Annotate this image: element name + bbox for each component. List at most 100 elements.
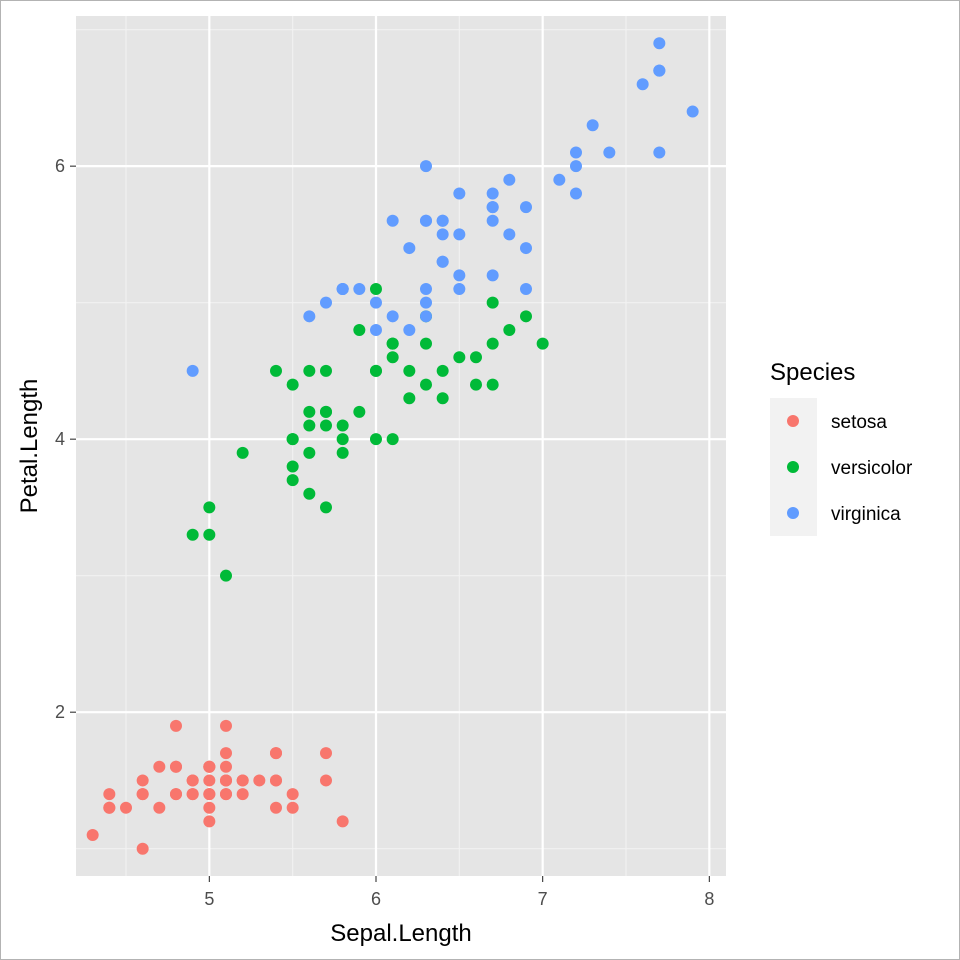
data-point-virginica	[570, 187, 582, 200]
x-tick-label: 8	[704, 889, 714, 909]
legend-title: Species	[770, 359, 855, 386]
data-point-versicolor	[353, 323, 366, 336]
x-tick-labels: 5 6 7 8	[204, 889, 714, 909]
data-point-versicolor	[403, 392, 416, 405]
data-point-virginica	[370, 323, 382, 336]
legend-key-versicolor	[787, 461, 799, 473]
data-point-virginica	[436, 228, 449, 241]
data-point-virginica	[520, 201, 532, 214]
data-point-setosa	[203, 774, 216, 787]
panel-background	[76, 16, 726, 876]
data-point-virginica	[453, 228, 466, 241]
data-point-versicolor	[386, 433, 399, 446]
data-point-setosa	[136, 842, 149, 855]
data-point-virginica	[186, 364, 199, 377]
data-point-versicolor	[286, 460, 299, 473]
data-point-versicolor	[536, 337, 549, 350]
data-point-setosa	[153, 760, 166, 773]
data-point-setosa	[203, 801, 216, 814]
data-point-versicolor	[470, 351, 482, 364]
data-point-virginica	[503, 228, 516, 241]
data-point-versicolor	[336, 419, 349, 432]
data-point-virginica	[453, 187, 466, 200]
data-point-virginica	[520, 283, 532, 296]
y-tick-label: 4	[55, 429, 65, 449]
data-point-setosa	[103, 801, 116, 814]
data-point-versicolor	[303, 405, 316, 418]
data-point-virginica	[653, 146, 666, 159]
data-point-versicolor	[386, 337, 399, 350]
data-point-setosa	[236, 788, 249, 801]
data-point-setosa	[170, 719, 182, 732]
axis-ticks	[70, 165, 710, 882]
data-point-virginica	[653, 37, 666, 50]
data-point-virginica	[420, 283, 432, 296]
data-point-setosa	[220, 719, 232, 732]
data-point-virginica	[486, 269, 499, 282]
data-point-virginica	[403, 242, 416, 255]
data-point-setosa	[103, 788, 116, 801]
data-point-virginica	[486, 214, 499, 227]
data-point-virginica	[386, 310, 399, 323]
data-point-setosa	[220, 760, 232, 773]
data-point-virginica	[303, 310, 316, 323]
x-tick-label: 6	[371, 889, 381, 909]
data-point-setosa	[236, 774, 249, 787]
data-point-setosa	[153, 801, 166, 814]
minor-gridlines	[76, 16, 726, 876]
data-point-versicolor	[203, 528, 216, 541]
legend-key-virginica	[787, 507, 799, 519]
data-point-versicolor	[370, 364, 382, 377]
data-point-versicolor	[220, 569, 232, 582]
data-point-virginica	[553, 173, 566, 186]
data-point-virginica	[420, 310, 432, 323]
data-point-versicolor	[270, 364, 282, 377]
data-point-versicolor	[520, 310, 532, 323]
data-point-versicolor	[336, 433, 349, 446]
data-point-versicolor	[353, 405, 366, 418]
data-point-setosa	[320, 747, 332, 760]
data-point-versicolor	[453, 351, 466, 364]
legend-label-virginica: virginica	[831, 504, 901, 525]
data-point-versicolor	[320, 501, 332, 514]
data-point-versicolor	[303, 487, 316, 500]
x-axis-title: Sepal.Length	[330, 920, 471, 947]
data-point-versicolor	[436, 392, 449, 405]
data-point-setosa	[120, 801, 132, 814]
data-point-versicolor	[336, 446, 349, 459]
data-point-setosa	[203, 788, 216, 801]
data-point-setosa	[220, 774, 232, 787]
data-point-setosa	[286, 788, 299, 801]
data-point-versicolor	[470, 378, 482, 391]
data-point-virginica	[436, 214, 449, 227]
data-point-versicolor	[403, 364, 416, 377]
data-point-setosa	[220, 788, 232, 801]
data-point-virginica	[436, 255, 449, 268]
data-point-versicolor	[420, 337, 432, 350]
data-point-virginica	[570, 146, 582, 159]
data-point-setosa	[253, 774, 266, 787]
data-point-versicolor	[370, 433, 382, 446]
data-point-virginica	[686, 105, 699, 118]
data-point-virginica	[370, 296, 382, 309]
data-point-versicolor	[320, 405, 332, 418]
data-point-versicolor	[436, 364, 449, 377]
legend-label-setosa: setosa	[831, 412, 887, 433]
y-tick-labels: 2 4 6	[55, 156, 65, 722]
data-point-versicolor	[486, 378, 499, 391]
data-point-versicolor	[303, 364, 316, 377]
data-point-versicolor	[370, 283, 382, 296]
data-point-virginica	[570, 160, 582, 173]
y-tick-label: 6	[55, 156, 65, 176]
data-point-setosa	[170, 760, 182, 773]
data-point-virginica	[453, 283, 466, 296]
data-point-setosa	[286, 801, 299, 814]
data-point-setosa	[203, 815, 216, 828]
data-points	[86, 37, 699, 855]
data-point-virginica	[420, 296, 432, 309]
data-point-setosa	[186, 788, 199, 801]
data-point-setosa	[336, 815, 349, 828]
data-point-virginica	[520, 242, 532, 255]
y-axis-title: Petal.Length	[16, 379, 43, 514]
